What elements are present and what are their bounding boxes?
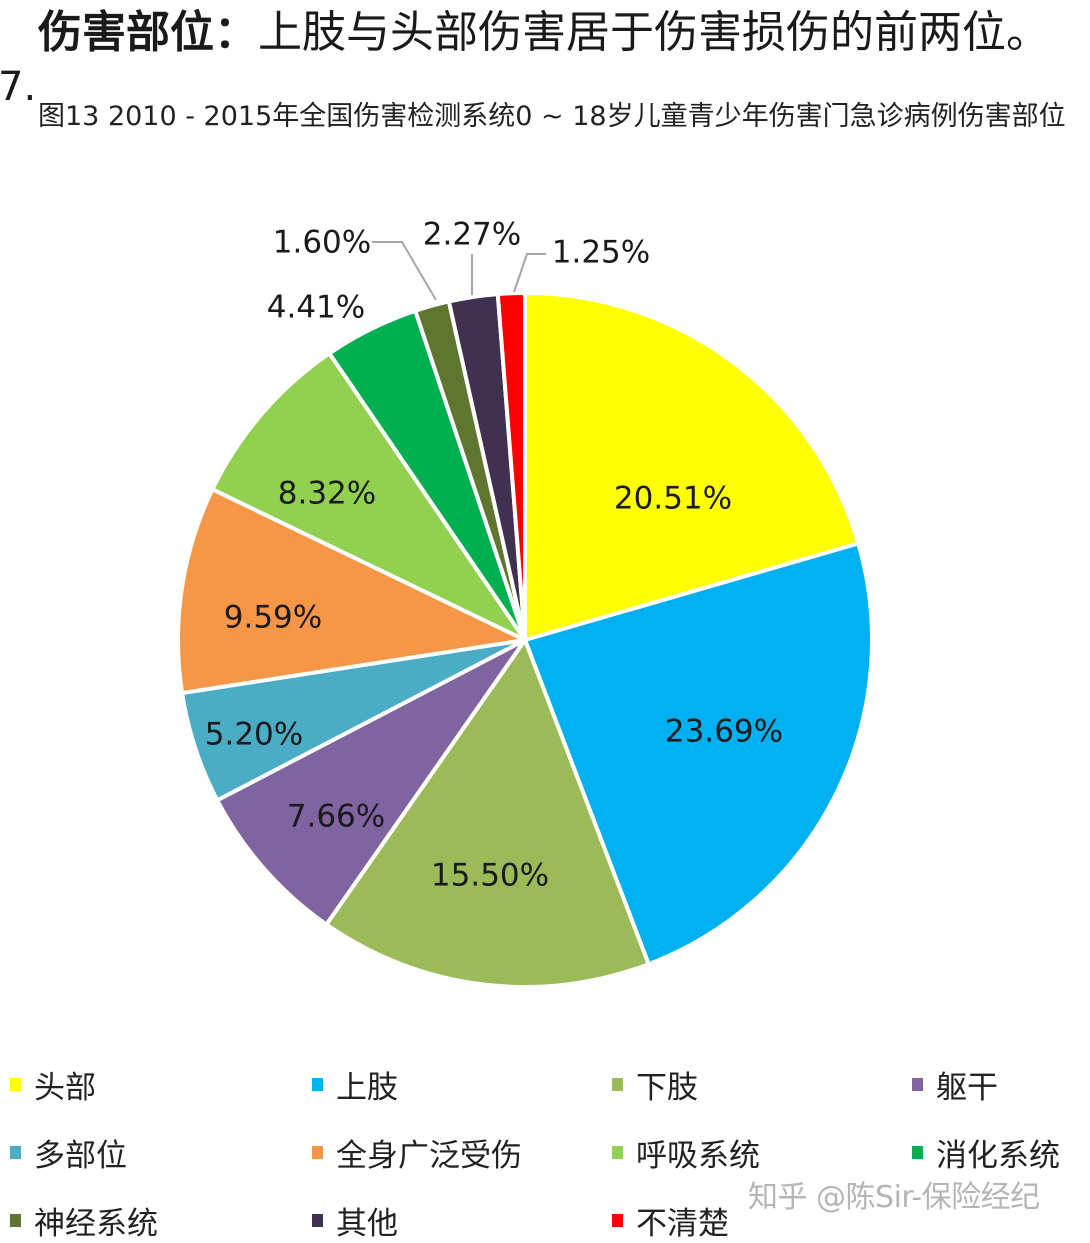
legend-swatch-icon xyxy=(612,1146,623,1159)
legend-swatch-icon xyxy=(612,1214,623,1227)
slice-data-label: 2.27% xyxy=(423,217,521,253)
legend-item: 上肢 xyxy=(312,1062,398,1107)
pie-slice-3 xyxy=(215,638,527,927)
slice-data-label: 20.51% xyxy=(614,481,732,517)
slice-data-label: 9.59% xyxy=(224,600,322,636)
legend-label: 不清楚 xyxy=(636,1206,729,1242)
legend-label: 呼吸系统 xyxy=(636,1138,760,1174)
pie-chart: 20.51% 23.69% 15.50% 7.66% 5.20% 9.59% 8.32% 4.… xyxy=(176,217,874,989)
legend-label: 其他 xyxy=(336,1206,398,1242)
legend-swatch-icon xyxy=(10,1078,21,1091)
slice-data-label: 5.20% xyxy=(205,717,303,753)
legend-swatch-icon xyxy=(312,1214,323,1227)
pie-slice-2 xyxy=(324,638,651,989)
slice-data-label: 1.25% xyxy=(552,235,650,271)
legend-item: 不清楚 xyxy=(612,1198,729,1243)
legend-item: 多部位 xyxy=(10,1130,127,1175)
leader-line xyxy=(513,253,546,293)
figure-caption: 图13 2010 - 2015年全国伤害检测系统0 ~ 18岁儿童青少年伤害门急… xyxy=(38,101,1066,132)
headline: 伤害部位：上肢与头部伤害居于伤害损伤的前两位。 xyxy=(38,4,1050,62)
legend-swatch-icon xyxy=(312,1078,323,1091)
legend-label: 多部位 xyxy=(34,1138,127,1174)
headline-rest: 上肢与头部伤害居于伤害损伤的前两位。 xyxy=(258,7,1050,58)
legend-label: 躯干 xyxy=(936,1070,998,1106)
legend-label: 神经系统 xyxy=(34,1206,158,1242)
legend-label: 消化系统 xyxy=(936,1138,1060,1174)
leader-line xyxy=(372,241,437,301)
pie-slice-1 xyxy=(523,541,874,967)
legend-item: 呼吸系统 xyxy=(612,1130,760,1175)
pie-slice-0 xyxy=(523,291,861,642)
slice-data-label: 1.60% xyxy=(273,225,371,261)
legend-swatch-icon xyxy=(912,1078,923,1091)
watermark: 知乎 @陈Sir-保险经纪 xyxy=(748,1180,1040,1215)
legend-item: 消化系统 xyxy=(912,1130,1060,1175)
slice-data-label: 7.66% xyxy=(287,799,385,835)
legend-item: 下肢 xyxy=(612,1062,698,1107)
legend-swatch-icon xyxy=(312,1146,323,1159)
legend-label: 头部 xyxy=(34,1070,96,1106)
pie-slice-6 xyxy=(210,351,527,642)
legend-label: 下肢 xyxy=(636,1070,698,1106)
legend-item: 头部 xyxy=(10,1062,96,1107)
legend-item: 躯干 xyxy=(912,1062,998,1107)
pie-slice-5 xyxy=(176,487,527,695)
legend-swatch-icon xyxy=(612,1078,623,1091)
slice-data-label: 8.32% xyxy=(278,476,376,512)
slice-data-label: 23.69% xyxy=(665,714,783,750)
legend-swatch-icon xyxy=(912,1146,923,1159)
slice-data-label: 15.50% xyxy=(431,858,549,894)
legend-item: 其他 xyxy=(312,1198,398,1243)
pie-slice-10 xyxy=(495,291,527,642)
legend-label: 上肢 xyxy=(336,1070,398,1106)
legend-swatch-icon xyxy=(10,1146,21,1159)
legend-label: 全身广泛受伤 xyxy=(336,1138,522,1174)
slice-data-label: 4.41% xyxy=(267,290,365,326)
headline-bold: 伤害部位： xyxy=(38,7,258,58)
legend-swatch-icon xyxy=(10,1214,21,1227)
legend-item: 全身广泛受伤 xyxy=(312,1130,522,1175)
list-number: 7. xyxy=(0,64,37,110)
legend-item: 神经系统 xyxy=(10,1198,158,1243)
